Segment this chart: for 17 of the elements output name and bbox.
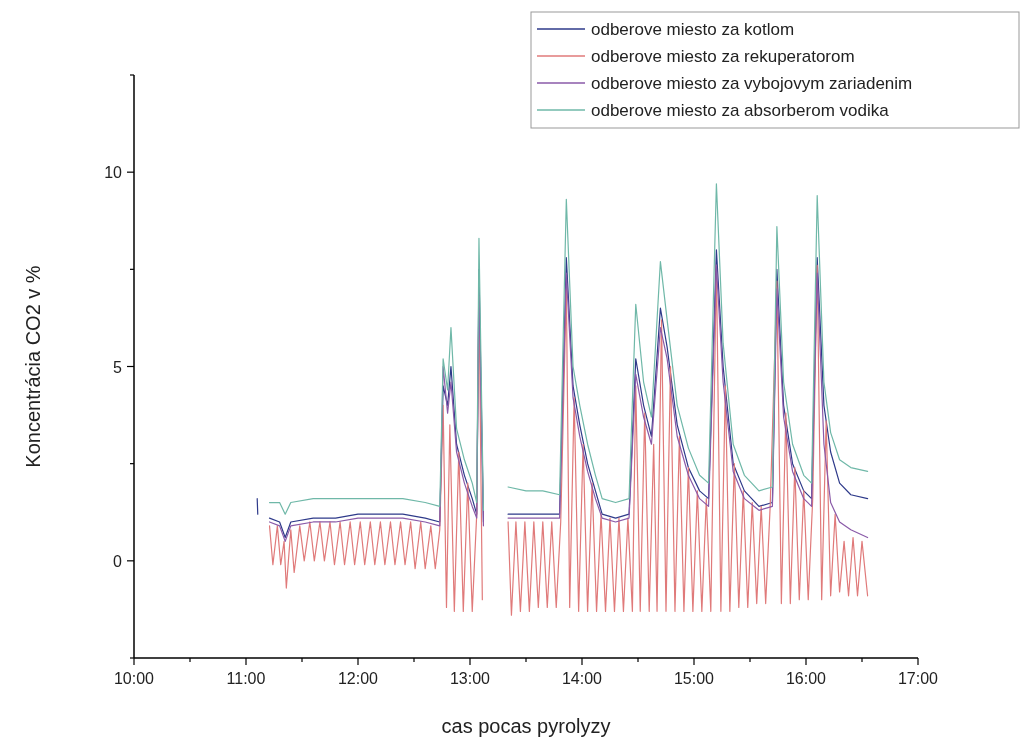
x-tick-label: 16:00 <box>785 670 827 687</box>
x-tick-label: 13:00 <box>449 670 491 687</box>
x-tick-label: 10:00 <box>113 670 155 687</box>
x-tick-label: 14:00 <box>561 670 603 687</box>
legend-label: odberove miesto za absorberom vodika <box>591 101 890 120</box>
x-tick-label: 11:00 <box>226 670 266 687</box>
legend-label: odberove miesto za kotlom <box>591 20 795 39</box>
x-tick-label: 15:00 <box>673 670 715 687</box>
y-tick-label: 0 <box>113 552 123 570</box>
x-axis-title: cas pocas pyrolyzy <box>441 715 611 737</box>
x-tick-label: 17:00 <box>897 670 939 687</box>
y-tick-label: 10 <box>104 164 123 182</box>
y-tick-label: 5 <box>113 358 123 376</box>
legend-label: odberove miesto za vybojovym zariadenim <box>591 74 913 93</box>
x-tick-label: 12:00 <box>337 670 379 687</box>
legend-label: odberove miesto za rekuperatorom <box>591 47 855 66</box>
y-axis-title: Koncentrácia CO2 v % <box>22 265 44 468</box>
